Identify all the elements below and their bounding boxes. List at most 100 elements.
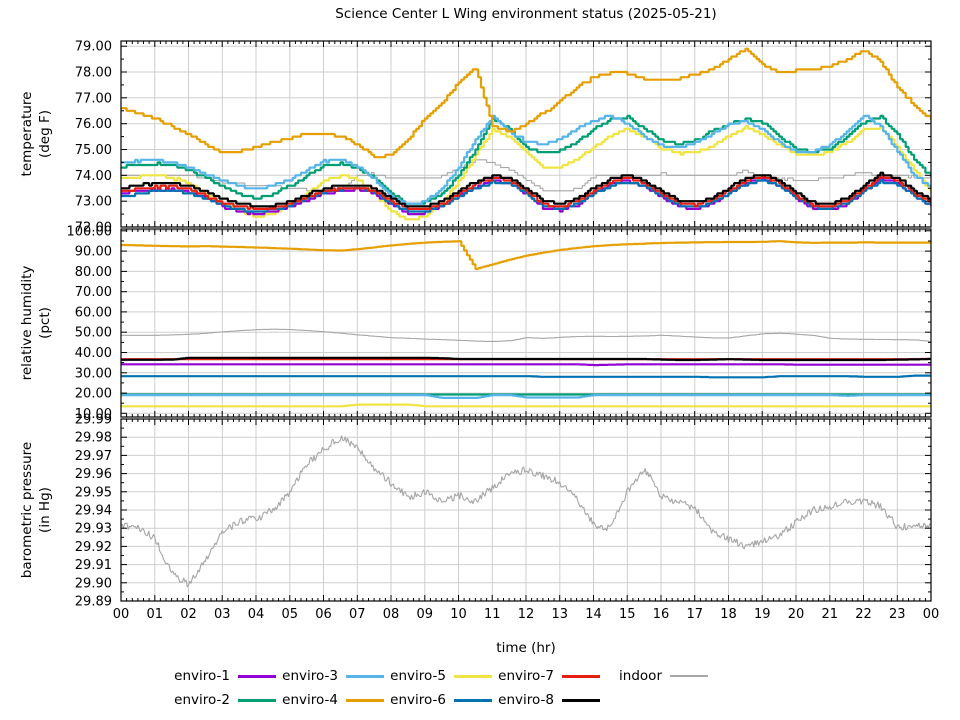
- legend-line-sample: [562, 674, 600, 678]
- x-tick-label: 17: [687, 607, 704, 622]
- y-tick-label: 100.00: [67, 224, 113, 239]
- panel-temperature: 72.00 73.00 74.00 75.00 76.00 77.00 78.00 79.00: [75, 40, 932, 236]
- series-line-enviro-5: [121, 125, 931, 221]
- y-tick-label: 40.00: [75, 346, 112, 361]
- x-tick-label: 00: [113, 607, 130, 622]
- legend-item-enviro-1: enviro-1: [168, 664, 276, 688]
- legend-line-sample: [454, 674, 492, 678]
- series-line-enviro-3: [121, 114, 931, 205]
- legend-label: enviro-3: [282, 668, 338, 684]
- legend-line-sample: [454, 698, 492, 702]
- legend-item-enviro-8: enviro-8: [492, 688, 600, 712]
- series-line-enviro-1: [121, 363, 931, 367]
- x-tick-label: 13: [552, 607, 569, 622]
- y-tick-label: 29.92: [75, 540, 112, 555]
- x-tick-label: 20: [788, 607, 805, 622]
- x-tick-label: 01: [147, 607, 164, 622]
- x-tick-label: 21: [822, 607, 839, 622]
- x-axis-title: time (hr): [496, 640, 556, 656]
- series-line-enviro-4: [121, 47, 931, 159]
- legend-line-sample: [238, 674, 276, 678]
- legend-item-enviro-4: enviro-4: [276, 688, 384, 712]
- x-tick-label: 09: [417, 607, 434, 622]
- y-tick-label: 29.91: [75, 558, 112, 573]
- y-tick-label: 29.99: [75, 413, 112, 428]
- y-tick-label: 29.93: [75, 522, 112, 537]
- legend-line-sample: [562, 698, 600, 702]
- x-tick-label: 05: [282, 607, 299, 622]
- y-tick-label: 29.95: [75, 485, 112, 500]
- legend-item-enviro-6: enviro-6: [384, 688, 492, 712]
- y-tick-label: 60.00: [75, 305, 112, 320]
- y-tick-label: 75.00: [75, 143, 112, 158]
- y-tick-label: 70.00: [75, 285, 112, 300]
- legend-label: enviro-1: [174, 668, 230, 684]
- chart-title: Science Center L Wing environment status…: [335, 6, 717, 22]
- x-tick-label: 23: [889, 607, 906, 622]
- legend-item-enviro-2: enviro-2: [168, 688, 276, 712]
- y-tick-label: 29.98: [75, 431, 112, 446]
- x-tick-label: 14: [585, 607, 602, 622]
- legend-line-sample: [670, 675, 708, 677]
- x-tick-label: 07: [349, 607, 366, 622]
- y-tick-label: 79.00: [75, 40, 112, 55]
- series-line-enviro-3: [121, 394, 931, 399]
- x-tick-label: 22: [855, 607, 872, 622]
- x-tick-label: 06: [315, 607, 332, 622]
- legend-label: enviro-6: [390, 692, 446, 708]
- x-tick-label: 10: [450, 607, 467, 622]
- x-tick-label: 00: [923, 607, 940, 622]
- y-tick-label: 72.00: [75, 221, 112, 236]
- legend-label: indoor: [619, 668, 662, 684]
- y-tick-label: 29.94: [75, 504, 112, 519]
- legend-item-indoor: indoor: [600, 664, 708, 688]
- x-tick-label: 08: [383, 607, 400, 622]
- x-tick-label: 18: [720, 607, 737, 622]
- series-line-enviro-6: [121, 374, 931, 379]
- legend-label: enviro-8: [498, 692, 554, 708]
- legend-label: enviro-4: [282, 692, 338, 708]
- y-tick-label: 30.00: [75, 366, 112, 381]
- y-tick-label: 29.97: [75, 449, 112, 464]
- legend-line-sample: [238, 698, 276, 702]
- y-tick-label: 73.00: [75, 195, 112, 210]
- x-tick-label: 02: [180, 607, 197, 622]
- y-tick-label: 10.00: [75, 407, 112, 422]
- panel-barometric-pressure: 29.89 29.90 29.91 29.92 29.93 29.94 29.95 29.96…: [75, 413, 932, 610]
- legend-item-enviro-7: enviro-7: [492, 664, 600, 688]
- y-tick-label: 29.89: [75, 595, 112, 610]
- legend-item-enviro-5: enviro-5: [384, 664, 492, 688]
- x-tick-label: 03: [214, 607, 231, 622]
- series-line-enviro-8: [121, 356, 931, 362]
- y-tick-label: 78.00: [75, 66, 112, 81]
- legend: enviro-1 enviro-2 enviro-3 enviro-4 enviro-5…: [168, 664, 708, 712]
- x-tick-label: 11: [484, 607, 501, 622]
- y-tick-label: 90.00: [75, 245, 112, 260]
- legend-item-enviro-3: enviro-3: [276, 664, 384, 688]
- series-line-enviro-4: [121, 240, 931, 271]
- legend-line-sample: [346, 698, 384, 702]
- y-tick-label: 29.90: [75, 576, 112, 591]
- y-tick-label: 76.00: [75, 117, 112, 132]
- x-tick-label: 12: [518, 607, 535, 622]
- x-tick-label: 19: [754, 607, 771, 622]
- legend-label: enviro-7: [498, 668, 554, 684]
- y-tick-label: 50.00: [75, 326, 112, 341]
- y-tick-label: 80.00: [75, 265, 112, 280]
- legend-label: enviro-5: [390, 668, 446, 684]
- x-tick-label: 04: [248, 607, 265, 622]
- y-tick-label: 29.96: [75, 467, 112, 482]
- y-tick-label: 77.00: [75, 91, 112, 106]
- legend-label: enviro-2: [174, 692, 230, 708]
- x-tick-label: 16: [653, 607, 670, 622]
- panel-relative-humidity: 10.00 20.00 30.00 40.00 50.00 60.00 70.00 80.00…: [67, 224, 932, 422]
- x-tick-label: 15: [619, 607, 636, 622]
- series-line-indoor: [121, 435, 931, 588]
- y-tick-label: 74.00: [75, 169, 112, 184]
- legend-line-sample: [346, 674, 384, 678]
- series-line-enviro-5: [121, 403, 931, 408]
- series-line-indoor: [121, 328, 931, 342]
- y-tick-label: 20.00: [75, 387, 112, 402]
